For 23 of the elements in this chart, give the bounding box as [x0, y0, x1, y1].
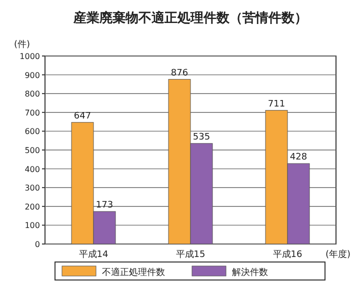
y-tick-label: 600 [24, 127, 40, 136]
x-tick-label: 平成14 [78, 249, 108, 260]
y-tick-label: 400 [24, 164, 40, 174]
legend-label: 解決件数 [232, 267, 268, 278]
y-axis-title: (件) [14, 39, 30, 50]
x-tick-label: 平成15 [176, 249, 206, 260]
data-label: 428 [290, 152, 308, 163]
y-tick-label: 800 [24, 90, 40, 99]
y-tick-label: 500 [24, 146, 40, 155]
y-tick-label: 300 [24, 184, 40, 193]
y-tick-label: 0 [34, 240, 40, 249]
data-label: 711 [268, 99, 286, 110]
x-tick-label: 平成16 [272, 249, 302, 260]
y-tick-label: 700 [24, 108, 40, 118]
y-tick-label: 100 [24, 221, 40, 230]
data-label: 535 [192, 132, 210, 142]
y-tick-label: 1000 [20, 52, 40, 61]
chart-title: 産業廃棄物不適正処理件数（苦情件数） [72, 10, 308, 26]
data-label: 647 [74, 111, 92, 122]
y-tick-label: 900 [24, 70, 40, 80]
y-tick-label: 200 [24, 202, 40, 212]
legend-label: 不適正処理件数 [102, 267, 165, 278]
x-axis-title: (年度) [325, 249, 351, 260]
